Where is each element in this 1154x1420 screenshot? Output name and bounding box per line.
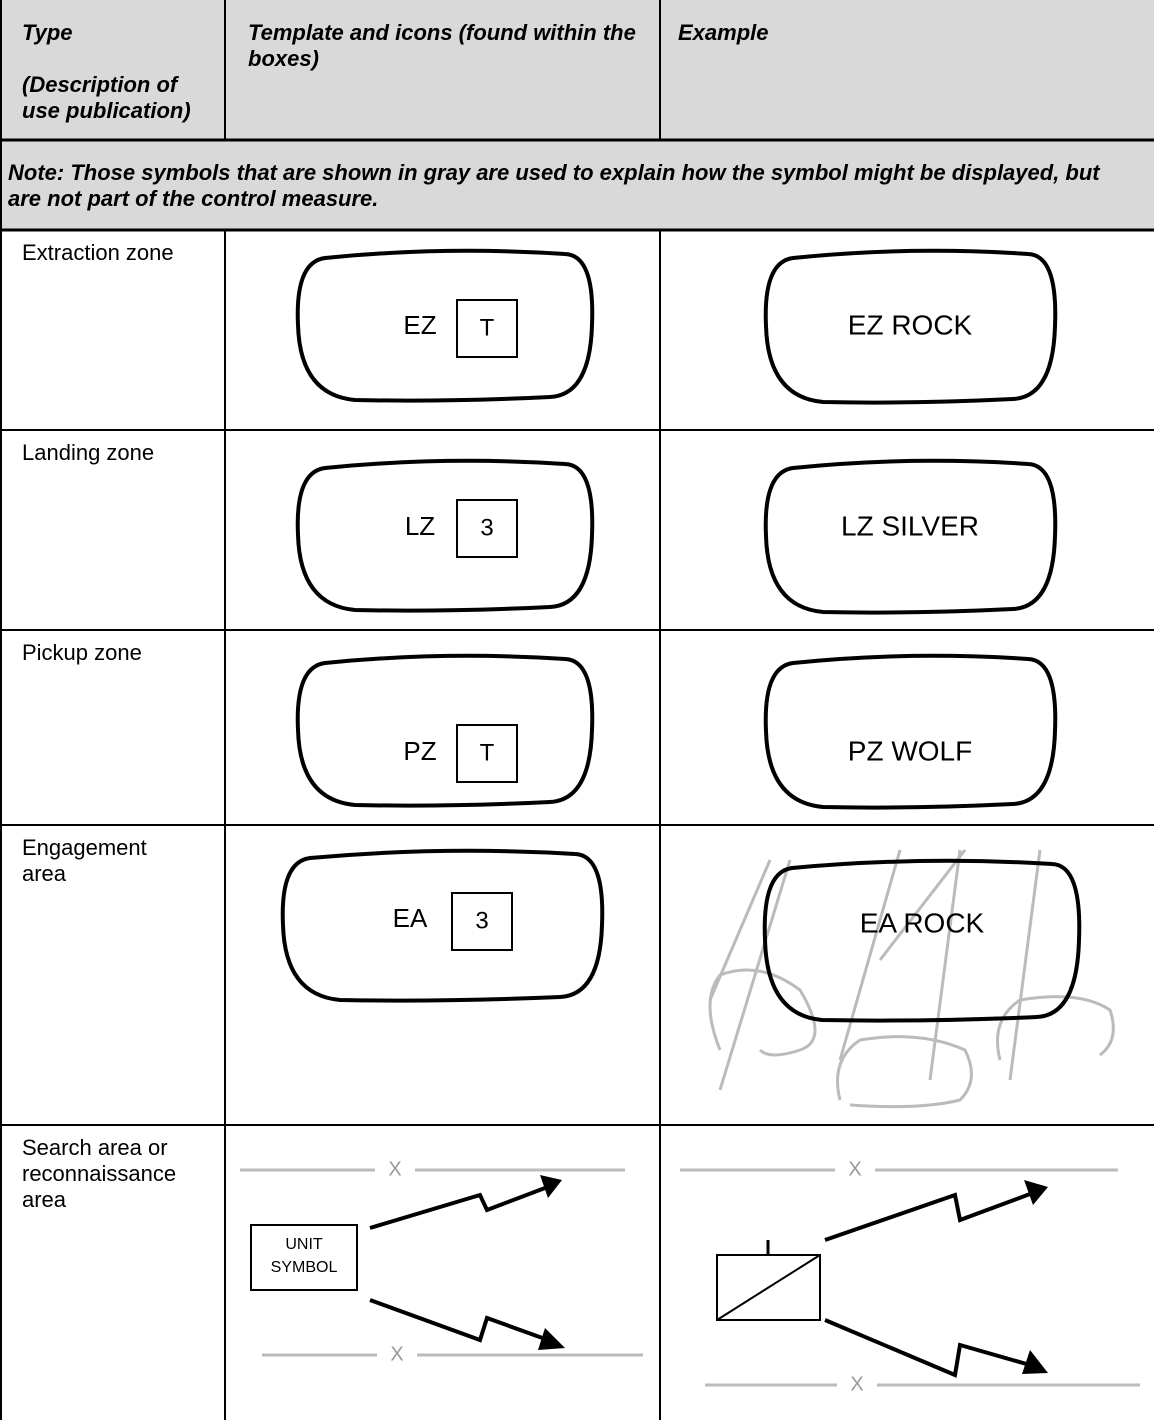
unit-label: UNIT: [285, 1236, 323, 1253]
example-label: PZ WOLF: [848, 735, 972, 766]
unit-box: [250, 1224, 358, 1291]
arrowhead: [1024, 1180, 1048, 1205]
note: Note: Those symbols that are shown in gr…: [8, 160, 1100, 211]
gray-guide: [708, 859, 772, 1001]
arrow: [824, 1318, 1031, 1378]
zone-outline: [280, 848, 605, 1003]
gray-guide: [708, 968, 817, 1057]
row-type: Search area or reconnaissance area: [22, 1135, 177, 1212]
icon-label: T: [480, 314, 495, 341]
zone-outline: [295, 653, 595, 808]
gray-guide: [1008, 849, 1042, 1081]
example-label: EZ ROCK: [848, 309, 973, 340]
zone-outline: [763, 653, 1058, 810]
zone-label: LZ: [405, 511, 435, 541]
gray-x: X: [390, 1343, 403, 1365]
header-template: Template and icons (found within the box…: [248, 20, 636, 71]
icon-box: [451, 892, 513, 951]
icon-label: T: [480, 739, 495, 766]
gray-guide: [836, 1035, 973, 1109]
zone-outline: [763, 458, 1058, 615]
gray-guide: [838, 849, 902, 1061]
gray-guide: [718, 859, 792, 1091]
arrowhead: [538, 1328, 565, 1350]
zone-label: EZ: [403, 310, 436, 340]
header-example: Example: [678, 20, 769, 45]
example-label: LZ SILVER: [841, 510, 979, 541]
zone-outline: [295, 458, 595, 613]
zone-outline: [295, 248, 595, 403]
icon-label: 3: [480, 514, 493, 541]
example-label: EA ROCK: [860, 907, 985, 938]
icon-label: 3: [475, 907, 488, 934]
icon-box: [456, 299, 518, 358]
arrowhead: [1022, 1350, 1048, 1374]
icon-box: [456, 724, 518, 783]
rule: [716, 1254, 821, 1321]
gray-x: X: [850, 1373, 863, 1395]
header-type: Type: [22, 20, 73, 45]
gray-guide: [878, 849, 967, 961]
gray-x: X: [848, 1158, 861, 1180]
arrow: [369, 1298, 549, 1343]
header-type-note: (Description of use publication): [22, 72, 191, 123]
zone-outline: [763, 248, 1058, 405]
arrow: [369, 1186, 546, 1230]
icon-box: [456, 499, 518, 558]
row-type: Engagement area: [22, 835, 147, 886]
zone-outline: [762, 858, 1082, 1023]
arrowhead: [540, 1175, 562, 1198]
arrow: [824, 1192, 1031, 1242]
header-bg: [0, 0, 1154, 230]
zone-label: PZ: [403, 736, 436, 766]
gray-x: X: [388, 1158, 401, 1180]
unit-label: SYMBOL: [271, 1259, 338, 1276]
zone-label: EA: [393, 903, 428, 933]
row-type: Extraction zone: [22, 240, 174, 265]
row-type: Pickup zone: [22, 640, 142, 665]
row-type: Landing zone: [22, 440, 155, 465]
